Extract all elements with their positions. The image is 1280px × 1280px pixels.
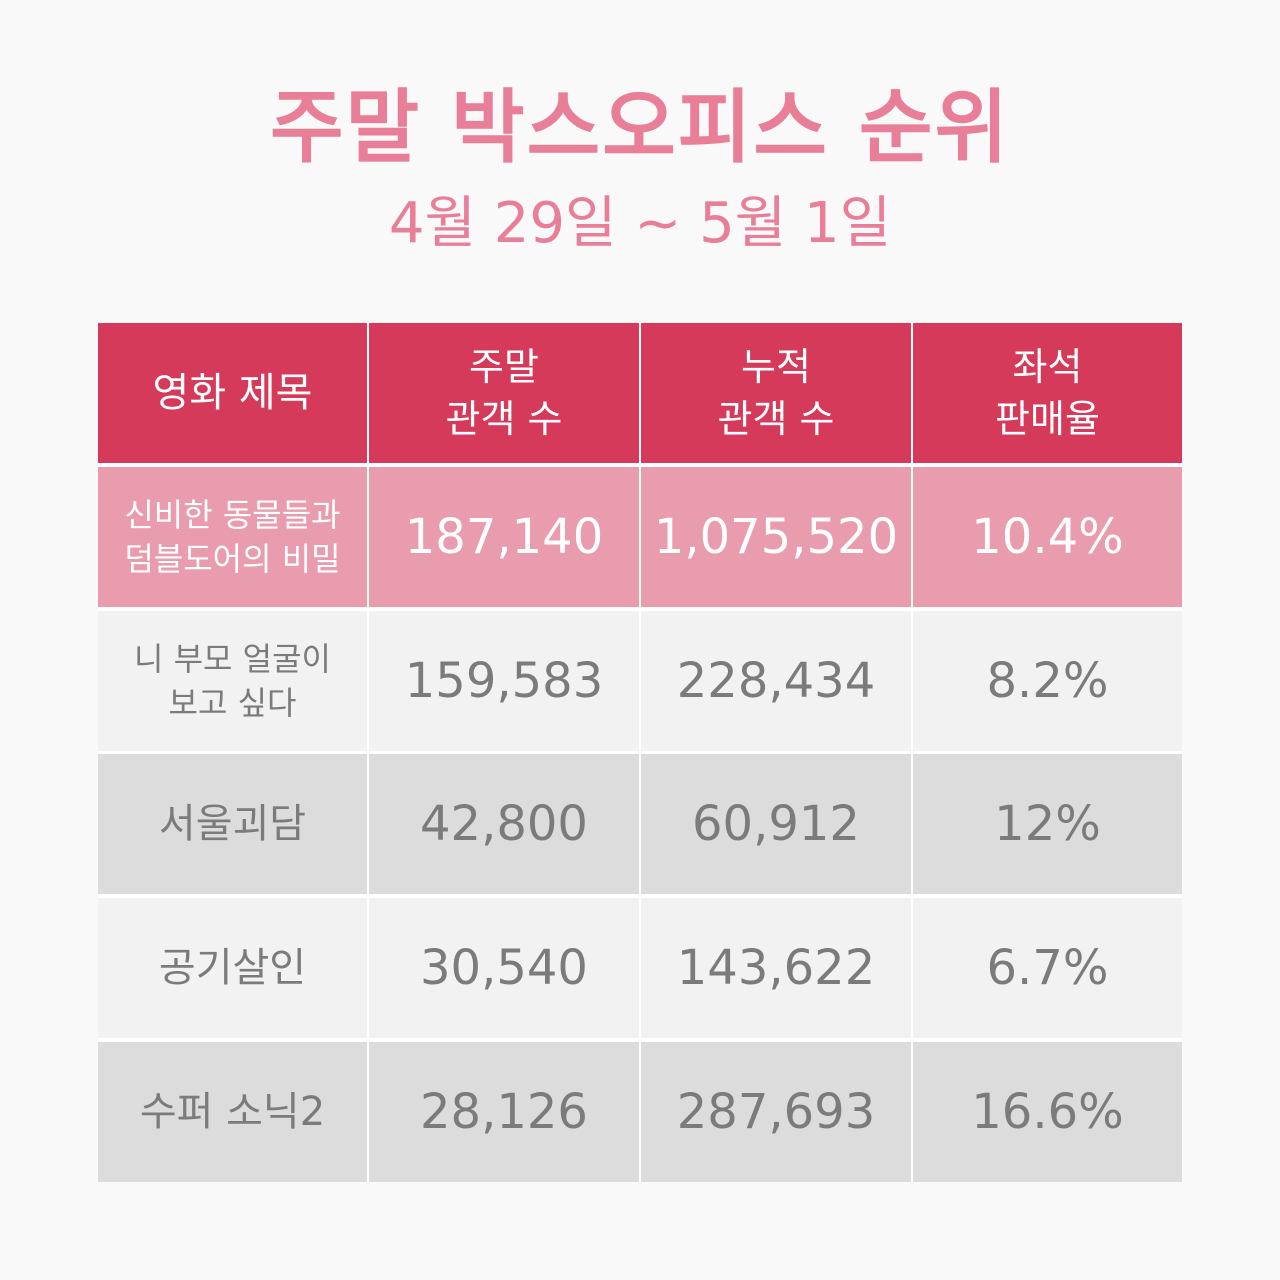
movie-title: 수퍼 소닉2 xyxy=(139,1088,326,1135)
seat-sales-rate-value: 6.7% xyxy=(986,940,1109,997)
movie-title: 신비한 동물들과 덤블도어의 비밀 xyxy=(124,495,341,578)
movie-title: 공기살인 xyxy=(158,945,307,992)
table-cell: 수퍼 소닉2 xyxy=(98,1041,367,1182)
table-cell: 143,622 xyxy=(641,898,911,1039)
total-audience-value: 287,693 xyxy=(676,1083,876,1140)
header-label-weekend-audience: 주말 관객 수 xyxy=(445,345,563,441)
header-cell-seat-sales-rate: 좌석 판매율 xyxy=(913,323,1182,463)
table-cell: 서울괴담 xyxy=(98,754,367,895)
table-cell: 42,800 xyxy=(369,754,639,895)
table-cell: 1,075,520 xyxy=(641,466,911,607)
weekend-audience-value: 187,140 xyxy=(404,508,604,565)
header-cell-weekend-audience: 주말 관객 수 xyxy=(369,323,639,463)
date-range-subtitle: 4월 29일 ~ 5월 1일 xyxy=(388,191,892,256)
page-title: 주말 박스오피스 순위 xyxy=(269,81,1011,174)
table-cell: 187,140 xyxy=(369,466,639,607)
table-cell: 12% xyxy=(913,754,1182,895)
header-label-title: 영화 제목 xyxy=(152,370,313,416)
table-cell: 8.2% xyxy=(913,610,1182,751)
movie-title: 니 부모 얼굴이 보고 싶다 xyxy=(134,639,331,722)
total-audience-value: 228,434 xyxy=(676,652,876,709)
total-audience-value: 1,075,520 xyxy=(653,508,899,565)
table-cell: 10.4% xyxy=(913,466,1182,607)
weekend-audience-value: 159,583 xyxy=(404,652,604,709)
table-cell: 228,434 xyxy=(641,610,911,751)
total-audience-value: 143,622 xyxy=(676,940,876,997)
table-cell: 28,126 xyxy=(369,1041,639,1182)
table-cell: 60,912 xyxy=(641,754,911,895)
seat-sales-rate-value: 8.2% xyxy=(986,652,1109,709)
header-cell-total-audience: 누적 관객 수 xyxy=(641,323,911,463)
header-cell-title: 영화 제목 xyxy=(98,323,367,463)
weekend-audience-value: 30,540 xyxy=(420,940,588,997)
table-cell: 30,540 xyxy=(369,898,639,1039)
seat-sales-rate-value: 16.6% xyxy=(971,1083,1124,1140)
seat-sales-rate-value: 12% xyxy=(994,796,1101,853)
box-office-table: 영화 제목 주말 관객 수 누적 관객 수 좌석 판매율 신비한 동물들과 덤블… xyxy=(98,323,1182,1182)
seat-sales-rate-value: 10.4% xyxy=(971,508,1124,565)
movie-title: 서울괴담 xyxy=(158,801,307,848)
header-label-total-audience: 누적 관객 수 xyxy=(717,345,835,441)
table-cell: 니 부모 얼굴이 보고 싶다 xyxy=(98,610,367,751)
header-label-seat-sales-rate: 좌석 판매율 xyxy=(995,345,1100,441)
table-cell: 16.6% xyxy=(913,1041,1182,1182)
table-cell: 공기살인 xyxy=(98,898,367,1039)
total-audience-value: 60,912 xyxy=(692,796,860,853)
table-cell: 287,693 xyxy=(641,1041,911,1182)
table-cell: 6.7% xyxy=(913,898,1182,1039)
table-cell: 신비한 동물들과 덤블도어의 비밀 xyxy=(98,466,367,607)
table-cell: 159,583 xyxy=(369,610,639,751)
weekend-audience-value: 28,126 xyxy=(420,1083,588,1140)
weekend-audience-value: 42,800 xyxy=(420,796,588,853)
